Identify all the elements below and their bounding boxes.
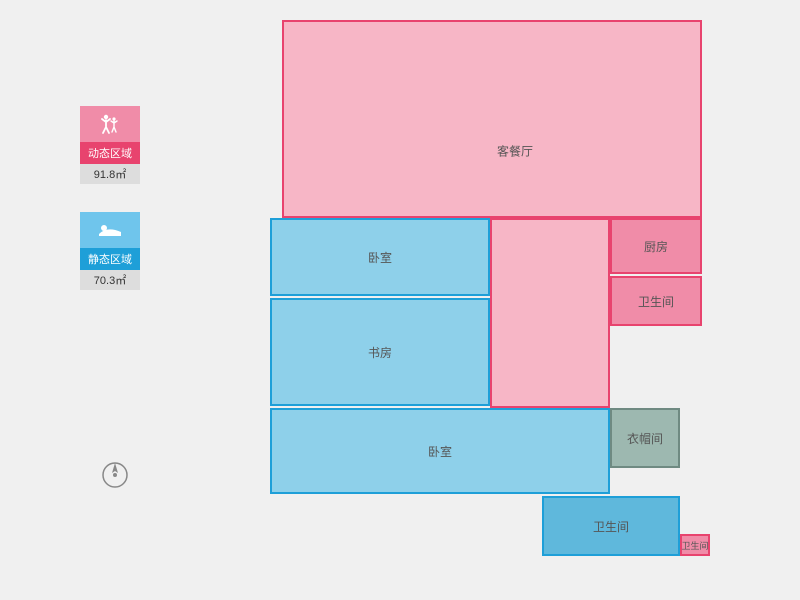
room-bedroom1: 卧室: [270, 218, 490, 296]
legend-dynamic-title: 动态区域: [80, 142, 140, 164]
room-label-closet: 衣帽间: [627, 430, 663, 447]
room-bedroom2: 卧室: [270, 408, 610, 494]
legend-static-title: 静态区域: [80, 248, 140, 270]
room-label-living: 客餐厅: [497, 142, 533, 159]
people-icon: [98, 112, 122, 136]
legend-static-icon-box: [80, 212, 140, 248]
legend-panel: 动态区域 91.8㎡ 静态区域 70.3㎡: [80, 106, 140, 318]
floorplan-canvas: 客餐厅厨房卫生间卧室书房卧室衣帽间卫生间卫生间: [270, 20, 740, 580]
room-bath1: 卫生间: [610, 276, 702, 326]
room-kitchen: 厨房: [610, 218, 702, 274]
room-study: 书房: [270, 298, 490, 406]
legend-card-dynamic: 动态区域 91.8㎡: [80, 106, 140, 184]
room-label-study: 书房: [368, 344, 392, 361]
room-label-bath1: 卫生间: [638, 293, 674, 310]
sleep-icon: [97, 220, 123, 240]
legend-dynamic-icon-box: [80, 106, 140, 142]
room-label-bath2: 卫生间: [593, 518, 629, 535]
room-living2: [490, 218, 610, 408]
room-label-bath3: 卫生间: [682, 539, 709, 552]
legend-card-static: 静态区域 70.3㎡: [80, 212, 140, 290]
legend-dynamic-value: 91.8㎡: [80, 164, 140, 184]
legend-static-value: 70.3㎡: [80, 270, 140, 290]
room-bath3: 卫生间: [680, 534, 710, 556]
room-label-bedroom2: 卧室: [428, 443, 452, 460]
room-living: 客餐厅: [282, 20, 702, 218]
room-label-bedroom1: 卧室: [368, 249, 392, 266]
room-bath2: 卫生间: [542, 496, 680, 556]
room-closet: 衣帽间: [610, 408, 680, 468]
compass-icon: [100, 460, 130, 490]
room-label-kitchen: 厨房: [644, 238, 668, 255]
